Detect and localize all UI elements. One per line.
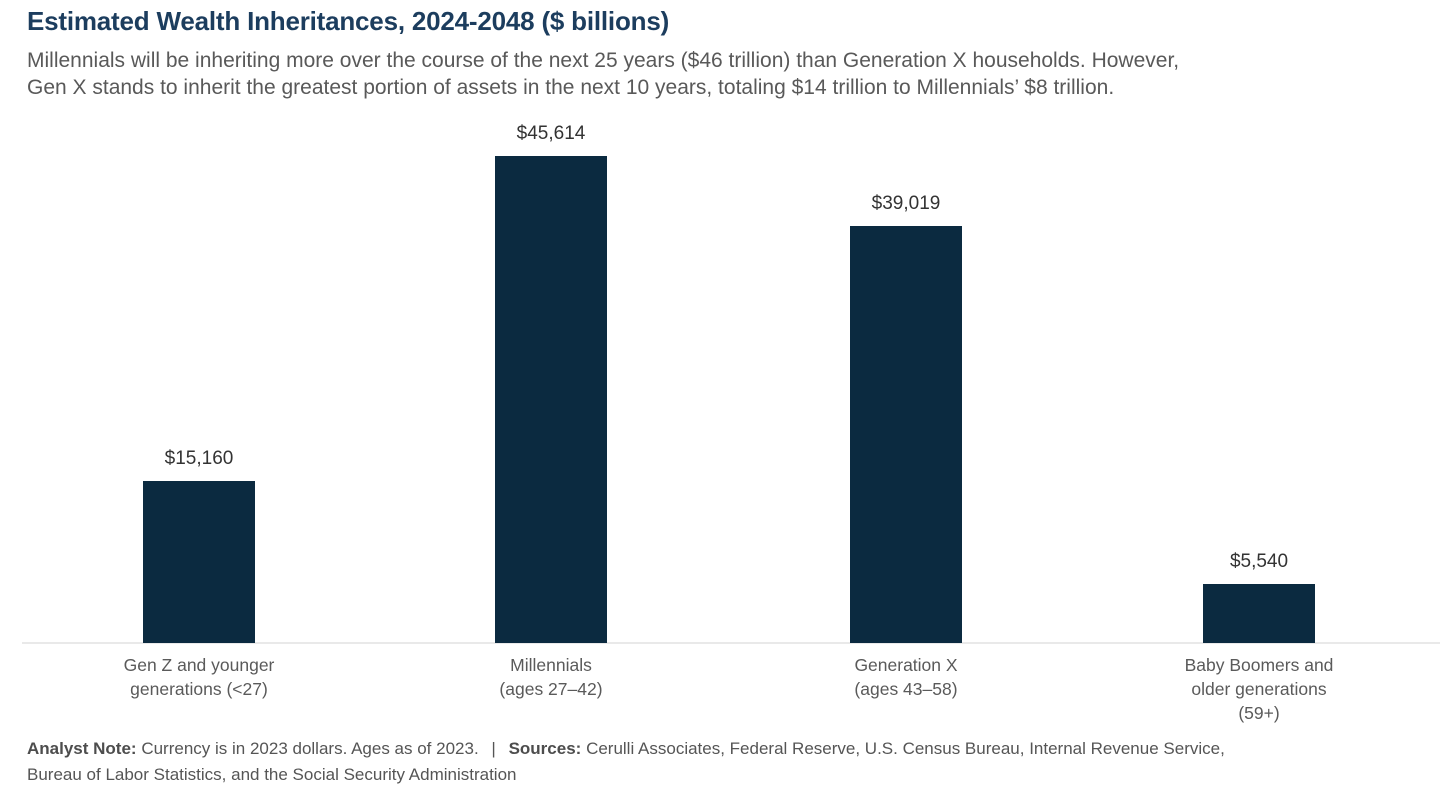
footer-line-1: Analyst Note: Currency is in 2023 dollar… <box>27 736 1422 762</box>
bar-value-label: $39,019 <box>871 193 941 214</box>
bar-value-label: $5,540 <box>1229 551 1289 572</box>
sources-label: Sources: <box>508 739 582 758</box>
category-label-millennials: Millennials (ages 27–42) <box>499 655 603 699</box>
footer-separator: | <box>491 739 496 758</box>
x-axis-baseline <box>22 642 1440 644</box>
chart-title: Estimated Wealth Inheritances, 2024-2048… <box>27 6 670 36</box>
analyst-note-label: Analyst Note: <box>27 739 137 758</box>
category-label-generation-x: Generation X (ages 43–58) <box>854 655 958 699</box>
analyst-note: Analyst Note: Currency is in 2023 dollar… <box>27 736 1422 788</box>
bar-baby-boomers <box>1203 584 1315 643</box>
bar-gen-z <box>143 481 255 643</box>
bar-value-label: $45,614 <box>516 123 586 144</box>
sources-text: Cerulli Associates, Federal Reserve, U.S… <box>586 739 1225 758</box>
analyst-note-text: Currency is in 2023 dollars. Ages as of … <box>141 739 479 758</box>
category-label-gen-z: Gen Z and younger generations (<27) <box>123 655 275 699</box>
bar-generation-x <box>850 226 962 643</box>
chart-subtitle: Millennials will be inheriting more over… <box>27 49 1180 99</box>
bar-millennials <box>495 156 607 643</box>
category-label-baby-boomers: Baby Boomers and older generations (59+) <box>1184 655 1334 723</box>
bar-value-label: $15,160 <box>164 448 234 469</box>
sources-text-continued: Bureau of Labor Statistics, and the Soci… <box>27 765 517 784</box>
chart-header: Estimated Wealth Inheritances, 2024-2048… <box>27 5 1422 101</box>
